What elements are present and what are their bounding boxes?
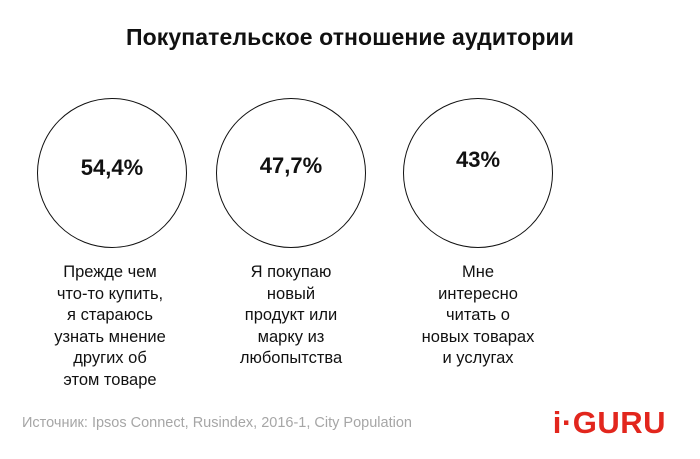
- source-note: Источник: Ipsos Connect, Rusindex, 2016-…: [22, 415, 412, 431]
- stat-description-2: Я покупаю новый продукт или марку из люб…: [239, 263, 343, 367]
- stat-circle-2: 47,7%: [216, 98, 366, 248]
- stat-value-3: 43%: [455, 147, 501, 172]
- stat-value-2: 47,7%: [259, 153, 323, 178]
- stat-description-3: Мне интересно читать о новых товарах и у…: [421, 263, 535, 367]
- stat-circle-1: 54,4%: [37, 98, 187, 248]
- stat-value-1: 54,4%: [80, 155, 144, 180]
- stat-circle-3: 43%: [403, 98, 553, 248]
- chart-title: Покупательское отношение аудитории: [126, 24, 574, 50]
- iguru-logo: i·GURU: [552, 405, 666, 440]
- stat-description-1: Прежде чем что-то купить, я стараюсь узн…: [54, 263, 166, 389]
